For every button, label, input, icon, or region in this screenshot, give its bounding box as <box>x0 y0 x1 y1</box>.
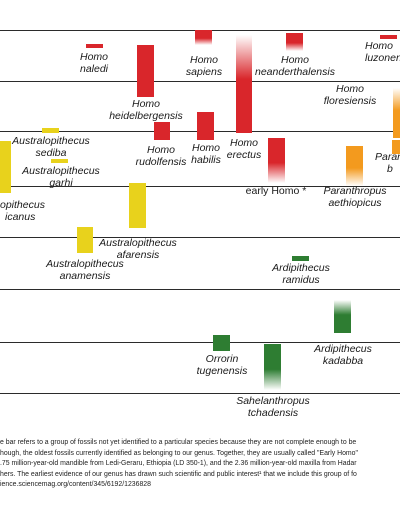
australopithecus-anamensis-label: Australopithecus anamensis <box>46 258 124 282</box>
homo-sapiens-label: Homo sapiens <box>185 54 223 78</box>
homo-luzonensis-bar <box>380 35 397 39</box>
homo-luzonensis-label: Homo luzonen <box>365 41 400 64</box>
paranthropus-aethiopicus-label: Paranthropus aethiopicus <box>323 185 387 209</box>
homo-neanderthalensis-label: Homo neanderthalensis <box>255 54 335 78</box>
sahelanthropus-tchadensis-label: Sahelanthropus tchadensis <box>236 395 310 419</box>
homo-heidelbergensis-label: Homo heidelbergensis <box>109 98 183 122</box>
footnote-line: e bar refers to a group of fossils not y… <box>0 439 357 446</box>
australopithecus-afarensis-bar <box>129 183 146 228</box>
orrorin-tugenensis-label: Orrorin tugenensis <box>196 353 248 377</box>
timeline-divider <box>0 237 400 238</box>
early-homo-bar <box>268 138 285 183</box>
australopithecus-afarensis-label: Australopithecus afarensis <box>99 237 177 261</box>
australopithecus-garhi-bar <box>51 159 68 163</box>
footnote-line: hers. The earliest evidence of our genus… <box>0 470 357 478</box>
homo-naledi-label: Homo naledi <box>79 51 109 75</box>
homo-rudolfensis-label: Homo rudolfensis <box>135 144 187 168</box>
homo-neanderthalensis-bar <box>286 33 303 51</box>
footnote-source-link[interactable]: ience.sciencemag.org/content/345/6192/12… <box>0 481 151 488</box>
timeline-divider <box>0 393 400 394</box>
ardipithecus-kadabba-label: Ardipithecus kadabba <box>314 343 372 367</box>
footnote: e bar refers to a group of fossils not y… <box>0 438 400 510</box>
australopithecus-garhi-label: Australopithecus garhi <box>22 165 100 189</box>
footnote-line: .75 million-year-old mandible from Ledi-… <box>0 460 357 467</box>
australopithecus-sediba-bar <box>42 128 59 133</box>
timeline-divider <box>0 342 400 343</box>
homo-sapiens-bar <box>195 30 212 45</box>
early-homo-label: early Homo * <box>245 185 307 197</box>
australopithecus-anamensis-bar <box>77 227 93 253</box>
homo-habilis-label: Homo habilis <box>191 142 221 166</box>
ardipithecus-kadabba-bar <box>334 300 351 333</box>
timeline-divider <box>0 289 400 290</box>
homo-habilis-bar <box>197 112 214 140</box>
homo-floresiensis-label: Homo floresiensis <box>323 83 377 107</box>
timeline-divider <box>0 186 400 187</box>
homo-rudolfensis-bar <box>154 122 170 140</box>
australopithecus-sediba-label: Australopithecus sediba <box>12 135 90 159</box>
ardipithecus-ramidus-label: Ardipithecus ramidus <box>272 262 330 286</box>
australopithecus-africanus-label: opithecus icanus <box>0 199 45 223</box>
homo-erectus-label: Homo erectus <box>226 137 262 161</box>
paranthropus-boisei-label: Paranb <box>375 152 400 175</box>
homo-naledi-bar <box>86 44 103 48</box>
ardipithecus-ramidus-bar <box>292 256 309 261</box>
homo-heidelbergensis-bar <box>137 45 154 97</box>
paranthropus-aethiopicus-bar <box>346 146 363 186</box>
paranthropus-boisei-bar <box>392 140 400 154</box>
australopithecus-africanus-bar <box>0 141 11 193</box>
orrorin-tugenensis-bar <box>213 335 230 351</box>
sahelanthropus-tchadensis-bar <box>264 344 281 390</box>
homo-floresiensis-bar <box>393 88 400 138</box>
footnote-line: hough, the oldest fossils currently iden… <box>0 449 358 457</box>
timeline-divider <box>0 81 400 82</box>
homo-erectus-bar <box>236 35 252 133</box>
